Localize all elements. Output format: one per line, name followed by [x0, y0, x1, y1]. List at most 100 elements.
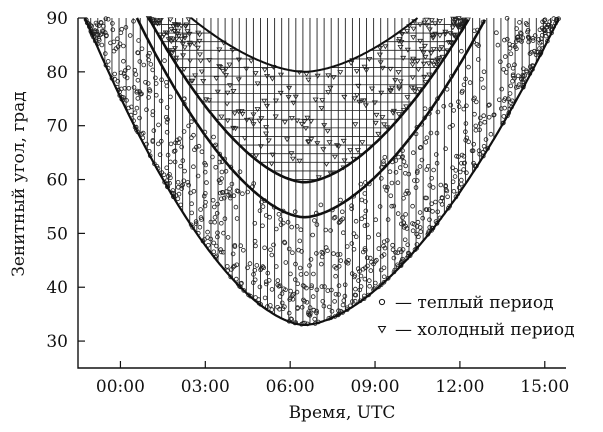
warm-period-point [452, 174, 458, 179]
warm-period-point [266, 278, 272, 283]
cold-period-point [417, 22, 424, 28]
warm-period-point [181, 129, 187, 134]
warm-period-point [156, 141, 161, 147]
warm-period-point [92, 28, 98, 33]
warm-period-point [467, 80, 473, 85]
cold-period-point [308, 119, 315, 124]
warm-period-point [170, 188, 176, 193]
cold-period-point [305, 139, 312, 145]
warm-period-point [474, 41, 480, 47]
warm-period-point [222, 216, 228, 222]
warm-period-point [496, 97, 502, 103]
warm-period-point [400, 215, 405, 220]
warm-period-point [501, 67, 506, 72]
warm-period-point [538, 36, 544, 41]
cold-period-point [409, 58, 416, 64]
warm-period-point [477, 115, 483, 121]
cold-period-point [375, 131, 382, 137]
warm-period-point [519, 77, 524, 82]
warm-period-point [314, 251, 319, 256]
warm-period-point [434, 160, 440, 166]
warm-period-point [157, 152, 163, 158]
cold-period-point [409, 75, 416, 81]
warm-period-point [135, 78, 141, 83]
warm-period-point [295, 306, 300, 311]
cold-period-point [181, 33, 189, 39]
warm-period-point [289, 317, 295, 322]
envelope-curves-layer [84, 17, 560, 326]
cold-period-point [302, 126, 309, 132]
warm-period-point [336, 292, 341, 297]
warm-period-point [304, 271, 309, 277]
x-axis-title: Время, UTC [289, 403, 396, 423]
warm-period-point [225, 235, 231, 240]
warm-period-point [219, 169, 225, 175]
warm-period-point [430, 185, 436, 190]
warm-period-point [234, 262, 240, 268]
cold-period-point [396, 84, 403, 90]
warm-period-point [288, 288, 293, 294]
warm-period-point [175, 180, 181, 185]
cold-period-point [303, 72, 310, 77]
cold-period-point [185, 17, 192, 23]
legend-triangle-marker [377, 326, 387, 334]
warm-period-point [131, 85, 137, 90]
warm-period-point [277, 294, 283, 299]
warm-period-point [450, 123, 455, 128]
cold-period-point [387, 66, 394, 72]
warm-period-point [240, 191, 245, 197]
warm-period-point [115, 78, 121, 84]
warm-period-point [508, 83, 514, 89]
warm-period-point [359, 216, 365, 222]
warm-period-point [111, 48, 117, 54]
cold-period-point [263, 103, 271, 109]
warm-period-point [252, 238, 258, 244]
warm-period-point [280, 220, 286, 226]
warm-period-point [176, 191, 182, 197]
warm-period-point [336, 283, 342, 289]
cold-period-point [285, 95, 292, 100]
cold-period-point [216, 64, 223, 70]
warm-period-point [321, 303, 327, 309]
warm-period-point [402, 237, 408, 243]
warm-period-point [193, 219, 199, 224]
y-tick-label: 40 [46, 278, 68, 298]
warm-period-point [147, 88, 153, 94]
warm-period-point [382, 155, 388, 160]
warm-period-point [384, 238, 390, 243]
warm-period-point [198, 215, 204, 220]
warm-period-point [482, 119, 488, 125]
cold-period-point [426, 72, 433, 78]
warm-period-point [166, 174, 171, 179]
warm-period-point [144, 107, 149, 112]
cold-period-point [436, 33, 443, 39]
cold-period-point [272, 98, 280, 104]
cold-period-point [224, 101, 231, 107]
cold-period-point [397, 79, 404, 85]
axes-frame [77, 18, 566, 369]
cold-period-point [386, 88, 393, 93]
cold-period-point [382, 44, 389, 50]
inner-envelope-curve [135, 17, 487, 219]
y-tick-label: 70 [46, 117, 68, 137]
warm-period-point [260, 204, 266, 209]
warm-period-point [461, 106, 467, 112]
warm-period-point [331, 251, 336, 256]
warm-period-point [212, 204, 217, 210]
warm-period-point [186, 182, 192, 188]
cold-period-point [217, 65, 224, 70]
cold-period-point [183, 22, 190, 28]
cold-period-point [411, 89, 418, 95]
cold-period-point [352, 122, 359, 128]
warm-period-point [510, 73, 516, 79]
warm-period-point [265, 270, 271, 276]
warm-period-point [178, 163, 183, 169]
warm-period-point [502, 96, 508, 101]
warm-period-point [151, 128, 157, 133]
cold-period-point [269, 152, 276, 158]
warm-period-point [400, 247, 406, 252]
warm-period-point [137, 115, 142, 121]
warm-period-point [134, 90, 140, 95]
warm-period-point [285, 219, 291, 225]
warm-period-point [273, 264, 279, 269]
